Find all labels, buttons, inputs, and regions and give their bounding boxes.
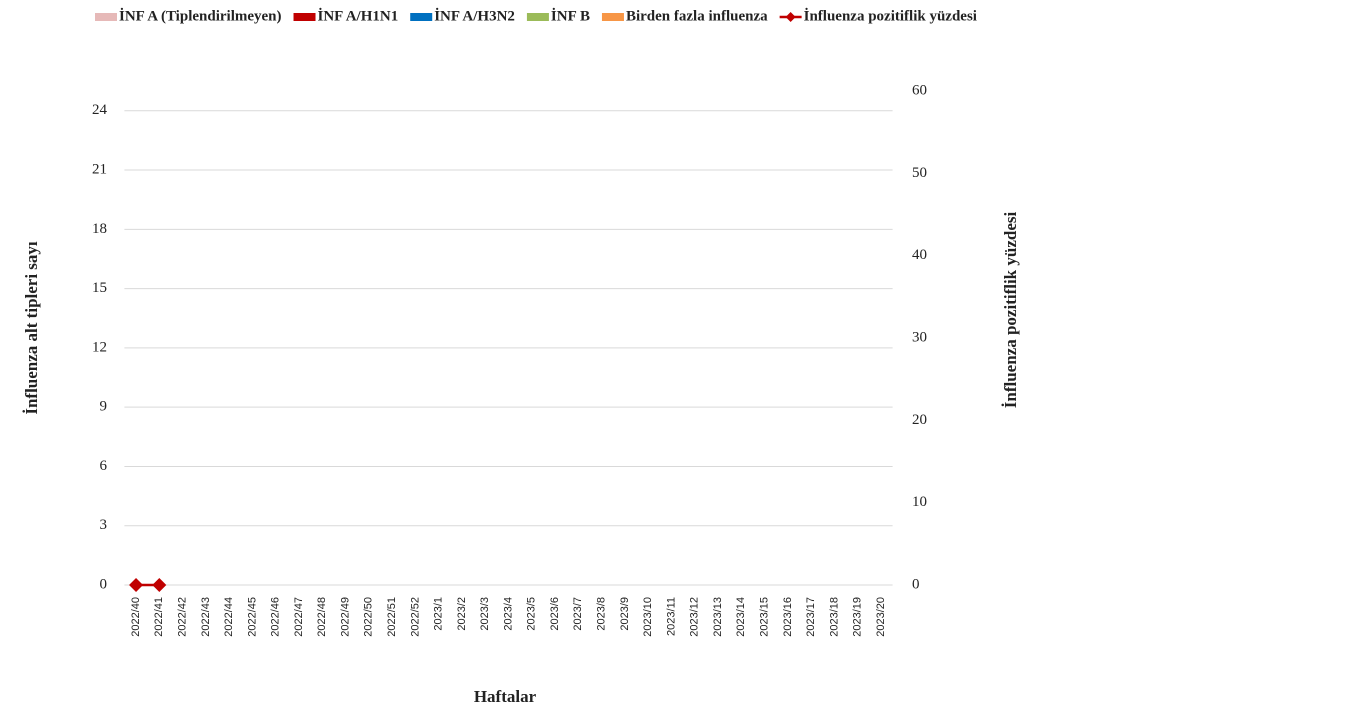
y-tick-label: 12	[92, 339, 107, 355]
x-tick-label: 2023/4	[502, 597, 514, 631]
x-tick-label: 2022/45	[246, 597, 258, 637]
x-tick-label: 2023/13	[712, 597, 724, 637]
x-tick-label: 2023/10	[642, 597, 654, 637]
x-tick-label: 2023/1	[433, 597, 445, 631]
legend-item: İNF A (Tiplendirilmeyen)	[95, 7, 282, 24]
y2-axis-title: İnfluenza pozitiflik yüzdesi	[1001, 211, 1020, 408]
x-tick-label: 2022/41	[153, 597, 165, 637]
x-tick-label: 2022/50	[363, 597, 375, 637]
x-tick-label: 2023/2	[456, 597, 468, 631]
y-tick-label: 6	[100, 458, 108, 474]
y2-tick-label: 20	[912, 412, 927, 428]
y-tick-label: 3	[100, 517, 108, 533]
x-tick-label: 2022/51	[386, 597, 398, 637]
x-tick-label: 2023/5	[526, 597, 538, 631]
x-tick-label: 2023/20	[875, 597, 887, 637]
line-marker	[129, 578, 144, 592]
legend-item: İNF A/H1N1	[293, 7, 399, 24]
legend-label: Birden fazla influenza	[626, 8, 768, 24]
legend-item: İNF A/H3N2	[410, 7, 515, 24]
x-tick-label: 2023/9	[619, 597, 631, 631]
legend-swatch	[410, 13, 433, 21]
legend-swatch	[601, 13, 624, 21]
y-tick-label: 0	[100, 576, 108, 592]
x-tick-label: 2023/11	[665, 597, 677, 636]
x-tick-label: 2023/8	[596, 597, 608, 631]
x-tick-label: 2022/48	[316, 597, 328, 637]
legend-swatch	[293, 13, 316, 21]
x-tick-label: 2023/3	[479, 597, 491, 631]
y2-tick-label: 30	[912, 329, 927, 345]
y2-tick-label: 60	[912, 82, 927, 98]
y-tick-label: 15	[92, 280, 107, 296]
legend-label: İNF A/H3N2	[434, 7, 515, 24]
x-tick-label: 2023/19	[852, 597, 864, 637]
x-tick-label: 2023/12	[689, 597, 701, 637]
legend-label: İNF B	[551, 7, 590, 24]
line-marker	[152, 578, 167, 592]
legend-swatch	[526, 13, 549, 21]
legend-label: İNF A/H1N1	[318, 7, 399, 24]
y-tick-label: 21	[92, 161, 107, 177]
legend-item: İnfluenza pozitiflik yüzdesi	[779, 7, 977, 24]
y2-tick-label: 0	[912, 576, 920, 592]
y-tick-label: 18	[92, 221, 107, 237]
y2-tick-label: 50	[912, 165, 927, 181]
y2-tick-label: 40	[912, 247, 927, 263]
legend-label: İNF A (Tiplendirilmeyen)	[119, 7, 282, 24]
x-tick-label: 2022/52	[409, 597, 421, 637]
x-tick-label: 2023/15	[758, 597, 770, 637]
y-tick-label: 24	[92, 102, 108, 118]
x-tick-label: 2022/44	[223, 597, 235, 637]
x-tick-label: 2022/47	[293, 597, 305, 637]
x-tick-label: 2023/7	[572, 597, 584, 631]
x-axis-title: Haftalar	[474, 687, 537, 706]
x-tick-label: 2023/16	[782, 597, 794, 637]
x-tick-label: 2022/43	[200, 597, 212, 637]
x-tick-label: 2022/40	[130, 597, 142, 637]
x-tick-label: 2022/49	[339, 597, 351, 637]
x-tick-label: 2023/14	[735, 597, 747, 637]
legend-label: İnfluenza pozitiflik yüzdesi	[804, 7, 977, 24]
x-tick-label: 2022/42	[177, 597, 189, 637]
legend-swatch	[785, 12, 796, 22]
x-tick-label: 2023/17	[805, 597, 817, 637]
x-tick-label: 2023/6	[549, 597, 561, 631]
legend-item: Birden fazla influenza	[601, 8, 768, 24]
legend-swatch	[95, 13, 117, 21]
x-tick-label: 2023/18	[828, 597, 840, 637]
y2-tick-label: 10	[912, 494, 927, 510]
y-tick-label: 9	[100, 399, 108, 415]
legend-item: İNF B	[526, 7, 590, 24]
y-axis-title: İnfluenza alt tipleri sayı	[22, 241, 41, 415]
x-tick-label: 2022/46	[270, 597, 282, 637]
